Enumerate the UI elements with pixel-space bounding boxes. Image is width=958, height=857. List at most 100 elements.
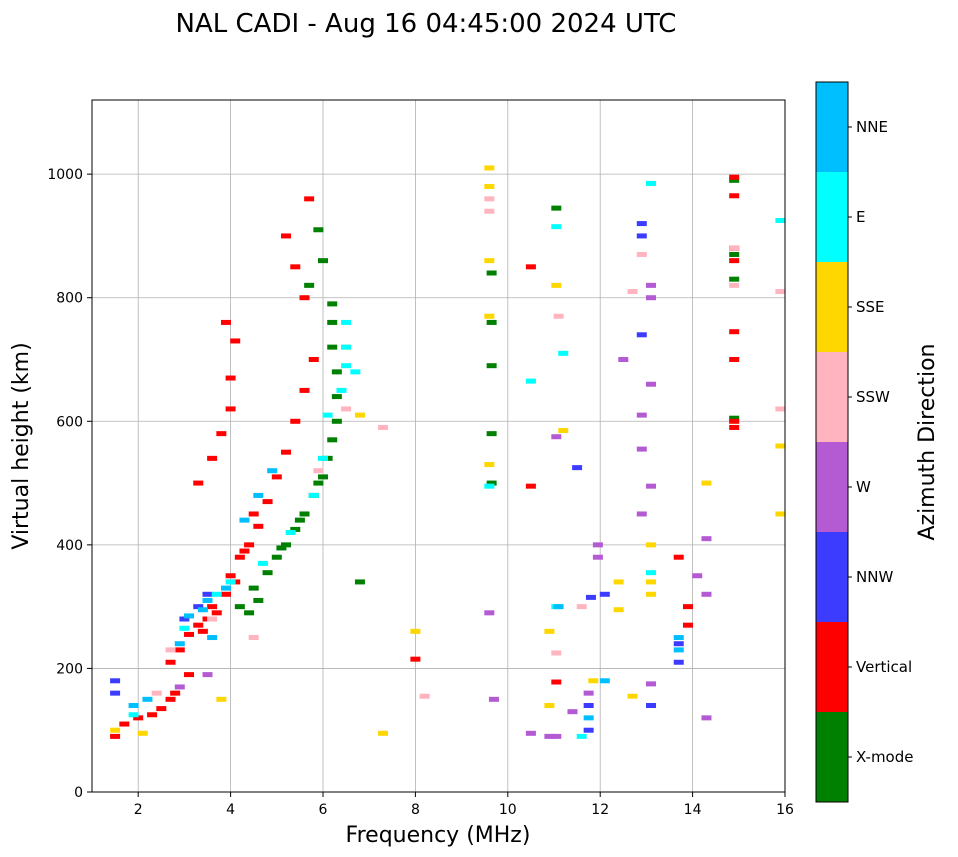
- data-point: [599, 591, 610, 597]
- data-point: [484, 196, 495, 202]
- data-point: [290, 418, 301, 424]
- y-tick-label: 200: [56, 661, 83, 677]
- data-point: [525, 378, 536, 384]
- data-point: [193, 480, 204, 486]
- data-point: [544, 628, 555, 634]
- data-point: [244, 542, 255, 548]
- x-tick-label: 12: [591, 802, 609, 818]
- data-points: [110, 165, 786, 739]
- data-point: [701, 715, 712, 721]
- data-point: [673, 659, 684, 665]
- data-point: [234, 604, 245, 610]
- data-point: [216, 431, 227, 437]
- data-point: [646, 542, 657, 548]
- colorbar-tick-label: NNE: [856, 118, 888, 136]
- data-point: [216, 696, 227, 702]
- data-point: [419, 693, 430, 699]
- data-point: [636, 221, 647, 227]
- data-point: [197, 607, 208, 613]
- data-point: [551, 650, 562, 656]
- data-point: [378, 730, 389, 736]
- data-point: [484, 610, 495, 616]
- data-point: [165, 696, 176, 702]
- x-tick-label: 6: [319, 802, 328, 818]
- data-point: [174, 641, 185, 647]
- x-tick-label: 4: [226, 802, 235, 818]
- data-point: [701, 591, 712, 597]
- data-point: [281, 233, 292, 239]
- data-point: [234, 554, 245, 560]
- data-point: [551, 282, 562, 288]
- data-point: [775, 511, 786, 517]
- data-point: [775, 289, 786, 295]
- data-point: [170, 690, 181, 696]
- data-point: [308, 492, 319, 498]
- data-point: [239, 517, 250, 523]
- colorbar-tick-label: W: [856, 478, 871, 496]
- data-point: [262, 499, 273, 505]
- data-point: [331, 418, 342, 424]
- data-point: [267, 468, 278, 474]
- data-point: [729, 329, 740, 335]
- data-point: [165, 659, 176, 665]
- data-point: [627, 693, 638, 699]
- data-point: [313, 227, 324, 233]
- data-point: [588, 678, 599, 684]
- series-nnw: [110, 221, 684, 733]
- data-point: [646, 381, 657, 387]
- data-point: [318, 455, 328, 461]
- colorbar-segment: [816, 262, 848, 352]
- series-ssw: [151, 196, 786, 699]
- data-point: [253, 492, 264, 498]
- data-point: [299, 387, 310, 393]
- data-point: [613, 607, 624, 613]
- data-point: [484, 483, 495, 489]
- data-point: [583, 703, 594, 708]
- data-point: [646, 703, 657, 708]
- data-point: [636, 251, 647, 257]
- x-tick-label: 8: [411, 802, 420, 818]
- data-point: [636, 446, 647, 452]
- data-point: [128, 703, 139, 708]
- data-point: [281, 542, 292, 548]
- data-point: [599, 678, 610, 684]
- data-point: [322, 412, 333, 418]
- y-axis-label: Virtual height (km): [9, 342, 34, 549]
- data-point: [525, 730, 536, 736]
- x-tick-label: 16: [776, 802, 794, 818]
- data-point: [701, 480, 712, 486]
- data-point: [484, 462, 495, 468]
- data-point: [583, 715, 594, 721]
- data-point: [729, 258, 740, 264]
- data-point: [484, 208, 495, 214]
- data-point: [119, 721, 130, 727]
- data-point: [318, 258, 328, 264]
- data-point: [551, 679, 562, 685]
- data-point: [484, 184, 495, 189]
- data-point: [308, 357, 319, 362]
- x-axis-label: Frequency (MHz): [346, 823, 531, 848]
- data-point: [318, 474, 328, 480]
- colorbar-segment: [816, 532, 848, 622]
- data-point: [248, 511, 259, 517]
- data-point: [673, 554, 684, 560]
- data-point: [551, 205, 562, 211]
- data-point: [646, 180, 657, 186]
- data-point: [682, 604, 693, 610]
- data-point: [729, 276, 740, 282]
- data-point: [636, 332, 647, 338]
- data-point: [304, 282, 315, 288]
- data-point: [281, 449, 292, 455]
- data-point: [290, 264, 301, 270]
- y-tick-label: 1000: [47, 167, 83, 183]
- colorbar-segment: [816, 622, 848, 712]
- data-point: [567, 709, 578, 715]
- data-point: [775, 443, 786, 449]
- data-point: [156, 706, 167, 712]
- y-tick-label: 0: [74, 785, 83, 801]
- data-point: [646, 579, 657, 585]
- colorbar: X-mode Vertical NNW W SSW SSE E NNE: [815, 81, 913, 803]
- data-point: [576, 733, 587, 739]
- data-point: [636, 511, 647, 517]
- data-point: [202, 672, 213, 678]
